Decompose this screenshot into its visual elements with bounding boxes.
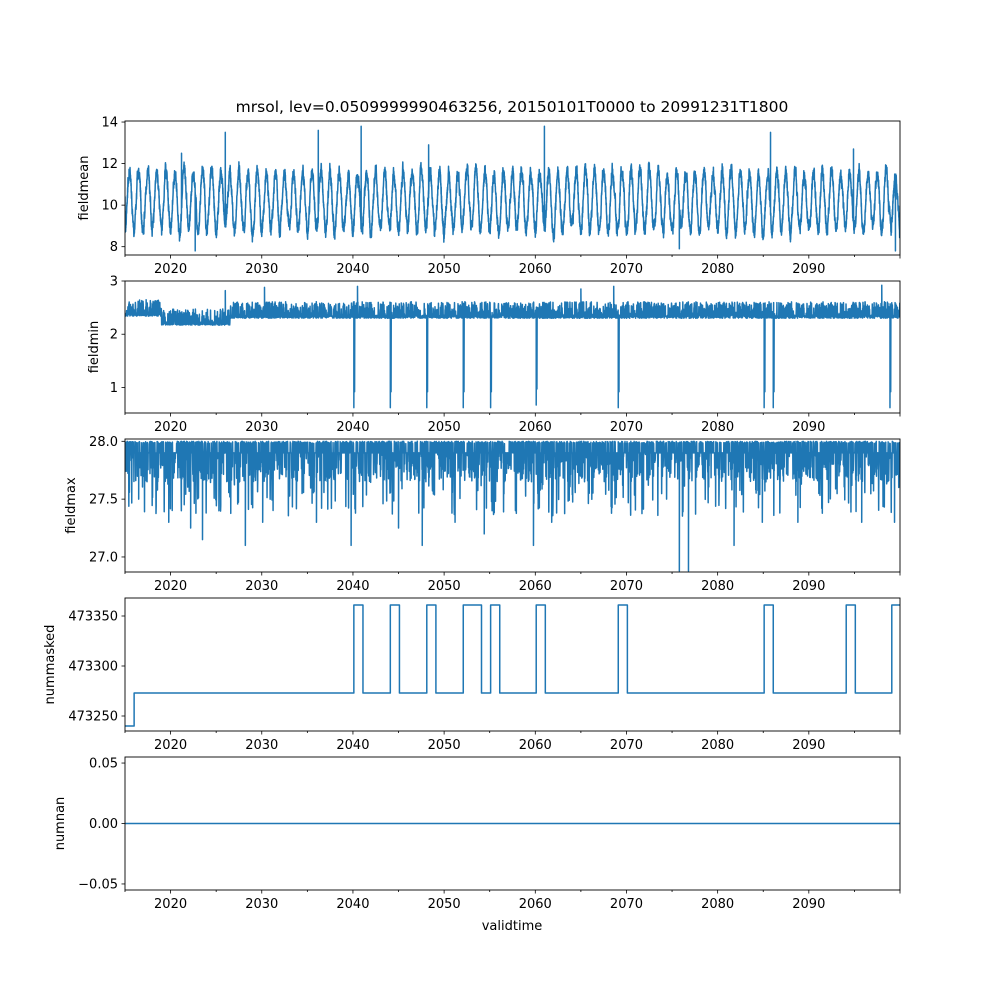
x-tick-label-nummasked: 2050 [428, 738, 461, 753]
y-tick-label-fieldmin: 2 [110, 328, 118, 343]
y-tick-label-fieldmean: 10 [101, 199, 118, 214]
y-tick-label-numnan: 0.05 [89, 757, 118, 772]
x-tick-label-fieldmax: 2060 [519, 579, 552, 594]
panel-fieldmean: 2020 2030 2040 2050 2060 2070 2080 2090 8 10 12 14 f… [77, 116, 901, 277]
panel-fieldmax: 2020 2030 2040 2050 2060 2070 2080 2090 27.0 27.5… [64, 435, 901, 594]
x-tick-label-fieldmean: 2060 [519, 262, 552, 277]
x-tick-label-fieldmean: 2020 [154, 262, 187, 277]
y-tick-label-fieldmin: 1 [110, 381, 118, 396]
x-tick-label-fieldmin: 2050 [428, 420, 461, 435]
x-tick-label-fieldmean: 2070 [610, 262, 643, 277]
series-line-fieldmin [125, 284, 900, 409]
y-tick-label-nummasked: 473300 [68, 660, 118, 675]
chart-title: mrsol, lev=0.0509999990463256, 20150101T… [236, 98, 789, 116]
y-axis-label-fieldmax: fieldmax [64, 477, 79, 534]
x-tick-label-numnan: 2090 [792, 897, 825, 912]
x-tick-label-fieldmin: 2020 [154, 420, 187, 435]
y-axis-label-fieldmin: fieldmin [87, 321, 102, 374]
y-axis-label-fieldmean: fieldmean [77, 156, 92, 221]
panels: 2020 2030 2040 2050 2060 2070 2080 20908101214f… [43, 116, 901, 912]
x-tick-label-fieldmax: 2050 [428, 579, 461, 594]
x-tick-label-fieldmean: 2090 [792, 262, 825, 277]
x-tick-label-nummasked: 2020 [154, 738, 187, 753]
x-tick-label-fieldmax: 2090 [792, 579, 825, 594]
axes-frame-fieldmax [124, 438, 901, 573]
x-tick-label-nummasked: 2090 [792, 738, 825, 753]
x-tick-label-fieldmin: 2070 [610, 420, 643, 435]
y-tick-label-fieldmean: 8 [110, 240, 118, 255]
panel-fieldmin: 2020 2030 2040 2050 2060 2070 2080 2090 1 2 3 field… [87, 275, 901, 435]
x-tick-label-numnan: 2070 [610, 897, 643, 912]
x-tick-label-nummasked: 2030 [245, 738, 278, 753]
x-tick-label-fieldmean: 2050 [428, 262, 461, 277]
x-tick-label-nummasked: 2040 [336, 738, 369, 753]
y-tick-label-fieldmax: 27.5 [89, 493, 118, 508]
x-tick-label-fieldmin: 2080 [701, 420, 734, 435]
x-tick-label-numnan: 2020 [154, 897, 187, 912]
y-tick-label-fieldmax: 27.0 [89, 550, 118, 565]
y-tick-label-fieldmax: 28.0 [89, 435, 118, 450]
x-tick-label-numnan: 2040 [336, 897, 369, 912]
x-tick-label-numnan: 2080 [701, 897, 734, 912]
panel-nummasked: 2020 2030 2040 2050 2060 2070 2080 2090 473250 47… [43, 597, 901, 753]
x-tick-label-numnan: 2050 [428, 897, 461, 912]
y-axis-label-nummasked: nummasked [43, 625, 58, 705]
x-tick-label-fieldmin: 2090 [792, 420, 825, 435]
axes-frame-fieldmean [124, 120, 901, 256]
x-tick-label-fieldmax: 2020 [154, 579, 187, 594]
x-tick-label-fieldmin: 2030 [245, 420, 278, 435]
y-axis-label-numnan: numnan [53, 797, 68, 851]
panel-numnan: 2020 2030 2040 2050 2060 2070 2080 2090 −0.05 0.0… [53, 757, 901, 912]
series-line-fieldmean [125, 125, 900, 252]
x-tick-label-fieldmean: 2040 [336, 262, 369, 277]
x-tick-label-fieldmean: 2030 [245, 262, 278, 277]
x-tick-label-fieldmin: 2060 [519, 420, 552, 435]
x-tick-label-fieldmax: 2030 [245, 579, 278, 594]
x-tick-label-fieldmax: 2080 [701, 579, 734, 594]
y-tick-label-fieldmin: 3 [110, 275, 118, 290]
y-tick-label-nummasked: 473350 [68, 610, 118, 625]
x-tick-label-fieldmax: 2040 [336, 579, 369, 594]
y-tick-label-numnan: −0.05 [78, 877, 118, 892]
x-tick-label-nummasked: 2060 [519, 738, 552, 753]
y-tick-label-fieldmean: 12 [101, 157, 118, 172]
series-line-fieldmax [125, 440, 900, 572]
y-tick-label-nummasked: 473250 [68, 710, 118, 725]
axes-frame-fieldmin [124, 280, 901, 414]
axes-frame-nummasked [124, 597, 901, 732]
series-line-nummasked [125, 604, 900, 727]
x-tick-label-nummasked: 2080 [701, 738, 734, 753]
x-tick-label-numnan: 2060 [519, 897, 552, 912]
y-tick-label-fieldmean: 14 [101, 116, 118, 131]
x-tick-label-fieldmin: 2040 [336, 420, 369, 435]
x-tick-label-numnan: 2030 [245, 897, 278, 912]
x-tick-label-nummasked: 2070 [610, 738, 643, 753]
x-tick-label-fieldmean: 2080 [701, 262, 734, 277]
y-tick-label-numnan: 0.00 [89, 817, 118, 832]
x-axis-label: validtime [482, 919, 543, 934]
x-tick-label-fieldmax: 2070 [610, 579, 643, 594]
